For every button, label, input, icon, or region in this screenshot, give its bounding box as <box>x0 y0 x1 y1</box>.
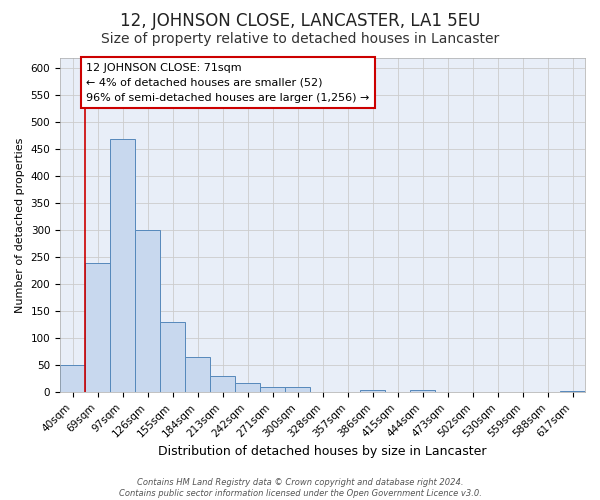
Text: Contains HM Land Registry data © Crown copyright and database right 2024.
Contai: Contains HM Land Registry data © Crown c… <box>119 478 481 498</box>
Bar <box>185 358 210 392</box>
Bar <box>260 387 285 392</box>
Bar <box>85 262 110 392</box>
Bar <box>285 387 310 392</box>
Bar <box>360 390 385 392</box>
Text: 12 JOHNSON CLOSE: 71sqm
← 4% of detached houses are smaller (52)
96% of semi-det: 12 JOHNSON CLOSE: 71sqm ← 4% of detached… <box>86 63 370 102</box>
X-axis label: Distribution of detached houses by size in Lancaster: Distribution of detached houses by size … <box>158 444 487 458</box>
Text: 12, JOHNSON CLOSE, LANCASTER, LA1 5EU: 12, JOHNSON CLOSE, LANCASTER, LA1 5EU <box>120 12 480 30</box>
Bar <box>60 366 85 392</box>
Bar <box>210 376 235 392</box>
Bar <box>135 230 160 392</box>
Bar <box>410 390 435 392</box>
Bar <box>235 383 260 392</box>
Bar <box>110 138 135 392</box>
Y-axis label: Number of detached properties: Number of detached properties <box>15 137 25 312</box>
Bar <box>160 322 185 392</box>
Text: Size of property relative to detached houses in Lancaster: Size of property relative to detached ho… <box>101 32 499 46</box>
Bar <box>560 390 585 392</box>
